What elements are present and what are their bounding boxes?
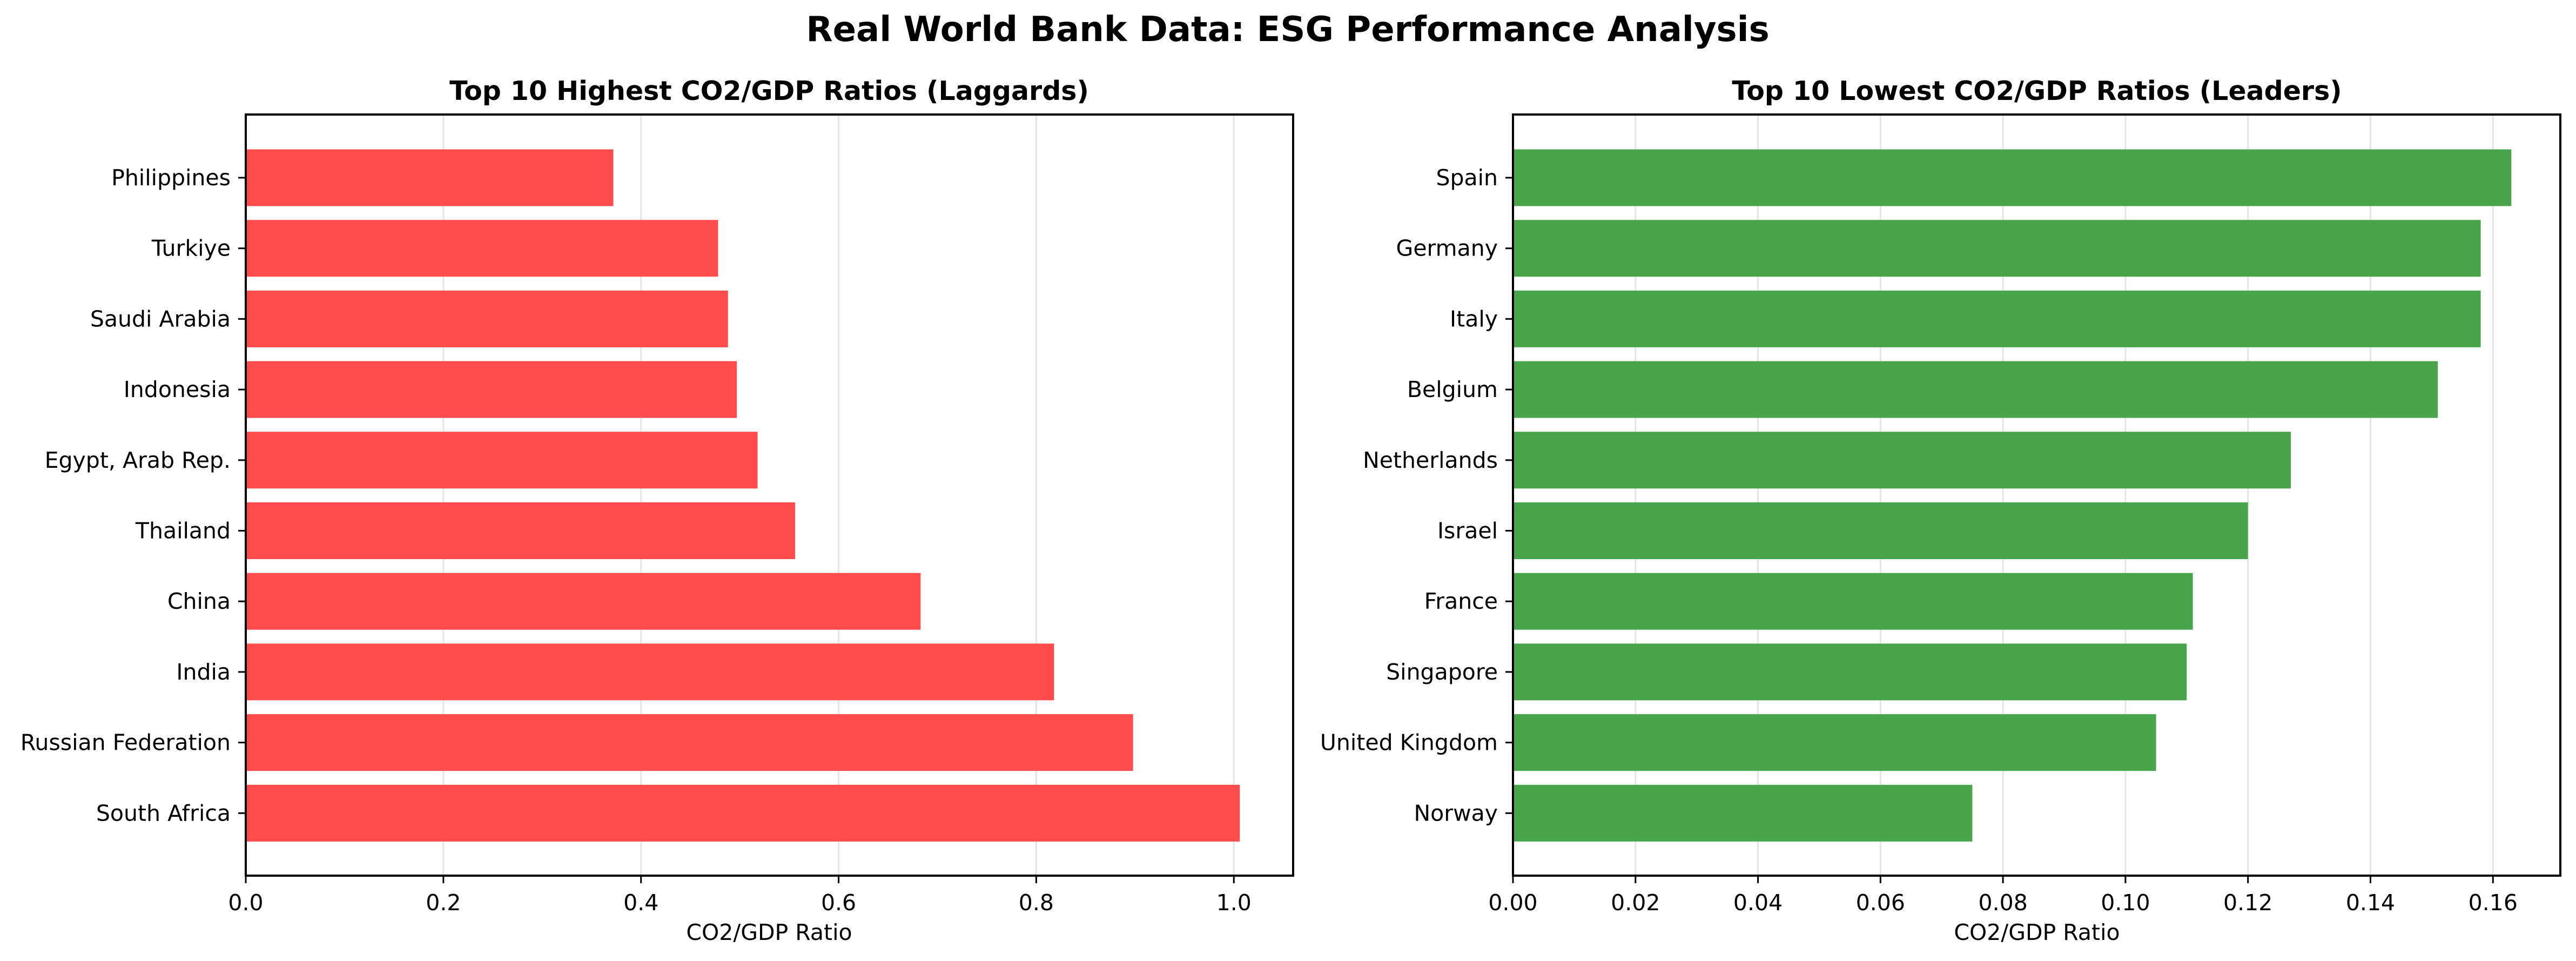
leaders-y-tick-label: Norway — [1414, 800, 1498, 826]
laggards-bar — [246, 714, 1133, 771]
leaders-x-tick-label: 0.14 — [2346, 890, 2395, 916]
laggards-bar — [246, 361, 737, 418]
leaders-x-tick-label: 0.16 — [2469, 890, 2518, 916]
leaders-y-tick-label: Netherlands — [1363, 447, 1498, 473]
laggards-x-tick-label: 1.0 — [1216, 890, 1252, 916]
laggards-bar — [246, 220, 718, 277]
leaders-y-tick-label: Singapore — [1386, 659, 1498, 685]
leaders-plot-frame — [1512, 113, 2561, 877]
laggards-bar — [246, 149, 614, 206]
leaders-chart: Top 10 Lowest CO2/GDP Ratios (Leaders) 0… — [1320, 76, 2561, 945]
laggards-x-axis-label: CO2/GDP Ratio — [686, 919, 852, 945]
leaders-bar — [1513, 714, 2156, 771]
laggards-x-tick-label: 0.0 — [228, 890, 263, 916]
leaders-bar — [1513, 573, 2193, 630]
leaders-y-tick-label: United Kingdom — [1320, 730, 1498, 756]
laggards-chart: Top 10 Highest CO2/GDP Ratios (Laggards)… — [21, 76, 1294, 945]
leaders-x-tick-label: 0.02 — [1611, 890, 1660, 916]
leaders-y-tick-label: Spain — [1436, 165, 1498, 191]
leaders-x-tick-label: 0.12 — [2223, 890, 2272, 916]
laggards-bar — [246, 502, 796, 559]
laggards-x-tick-label: 0.8 — [1019, 890, 1054, 916]
laggards-x-tick-label: 0.2 — [426, 890, 461, 916]
leaders-y-tick-label: Germany — [1396, 236, 1498, 261]
laggards-y-tick-label: Russian Federation — [21, 730, 231, 756]
leaders-bar — [1513, 784, 1973, 842]
laggards-y-tick-label: Philippines — [111, 165, 231, 191]
leaders-bar — [1513, 149, 2512, 206]
leaders-bar — [1513, 502, 2248, 559]
laggards-y-tick-label: Turkiye — [151, 236, 231, 261]
laggards-bar — [246, 290, 728, 347]
leaders-y-tick-label: Belgium — [1407, 377, 1498, 402]
laggards-y-tick-label: China — [167, 588, 231, 614]
laggards-bar — [246, 573, 921, 630]
laggards-bar — [246, 643, 1054, 701]
laggards-x-tick-label: 0.4 — [623, 890, 658, 916]
laggards-y-tick-label: Egypt, Arab Rep. — [45, 447, 231, 473]
leaders-x-tick-label: 0.08 — [1978, 890, 2027, 916]
leaders-bar — [1513, 290, 2481, 347]
laggards-y-tick-label: South Africa — [96, 800, 231, 826]
laggards-y-tick-label: Saudi Arabia — [90, 306, 231, 332]
laggards-bar — [246, 784, 1240, 842]
leaders-x-tick-label: 0.00 — [1488, 890, 1537, 916]
laggards-x-tick-label: 0.6 — [821, 890, 856, 916]
leaders-chart-title: Top 10 Lowest CO2/GDP Ratios (Leaders) — [1732, 76, 2342, 106]
laggards-y-tick-label: Thailand — [135, 518, 231, 544]
leaders-y-tick-label: France — [1424, 588, 1498, 614]
leaders-bar — [1513, 432, 2291, 489]
leaders-bar — [1513, 361, 2438, 418]
laggards-y-tick-label: India — [176, 659, 231, 685]
leaders-y-tick-label: Israel — [1437, 518, 1498, 544]
leaders-x-tick-label: 0.04 — [1733, 890, 1783, 916]
laggards-y-tick-label: Indonesia — [124, 377, 231, 402]
leaders-x-axis-label: CO2/GDP Ratio — [1954, 919, 2120, 945]
laggards-bar — [246, 432, 758, 489]
figure-title: Real World Bank Data: ESG Performance An… — [806, 10, 1769, 50]
leaders-bar — [1513, 220, 2481, 277]
leaders-x-tick-label: 0.06 — [1856, 890, 1905, 916]
leaders-y-tick-label: Italy — [1450, 306, 1498, 332]
leaders-x-tick-label: 0.10 — [2101, 890, 2150, 916]
leaders-bar — [1513, 643, 2187, 701]
laggards-chart-title: Top 10 Highest CO2/GDP Ratios (Laggards) — [449, 76, 1089, 106]
laggards-plot-frame — [245, 113, 1294, 877]
